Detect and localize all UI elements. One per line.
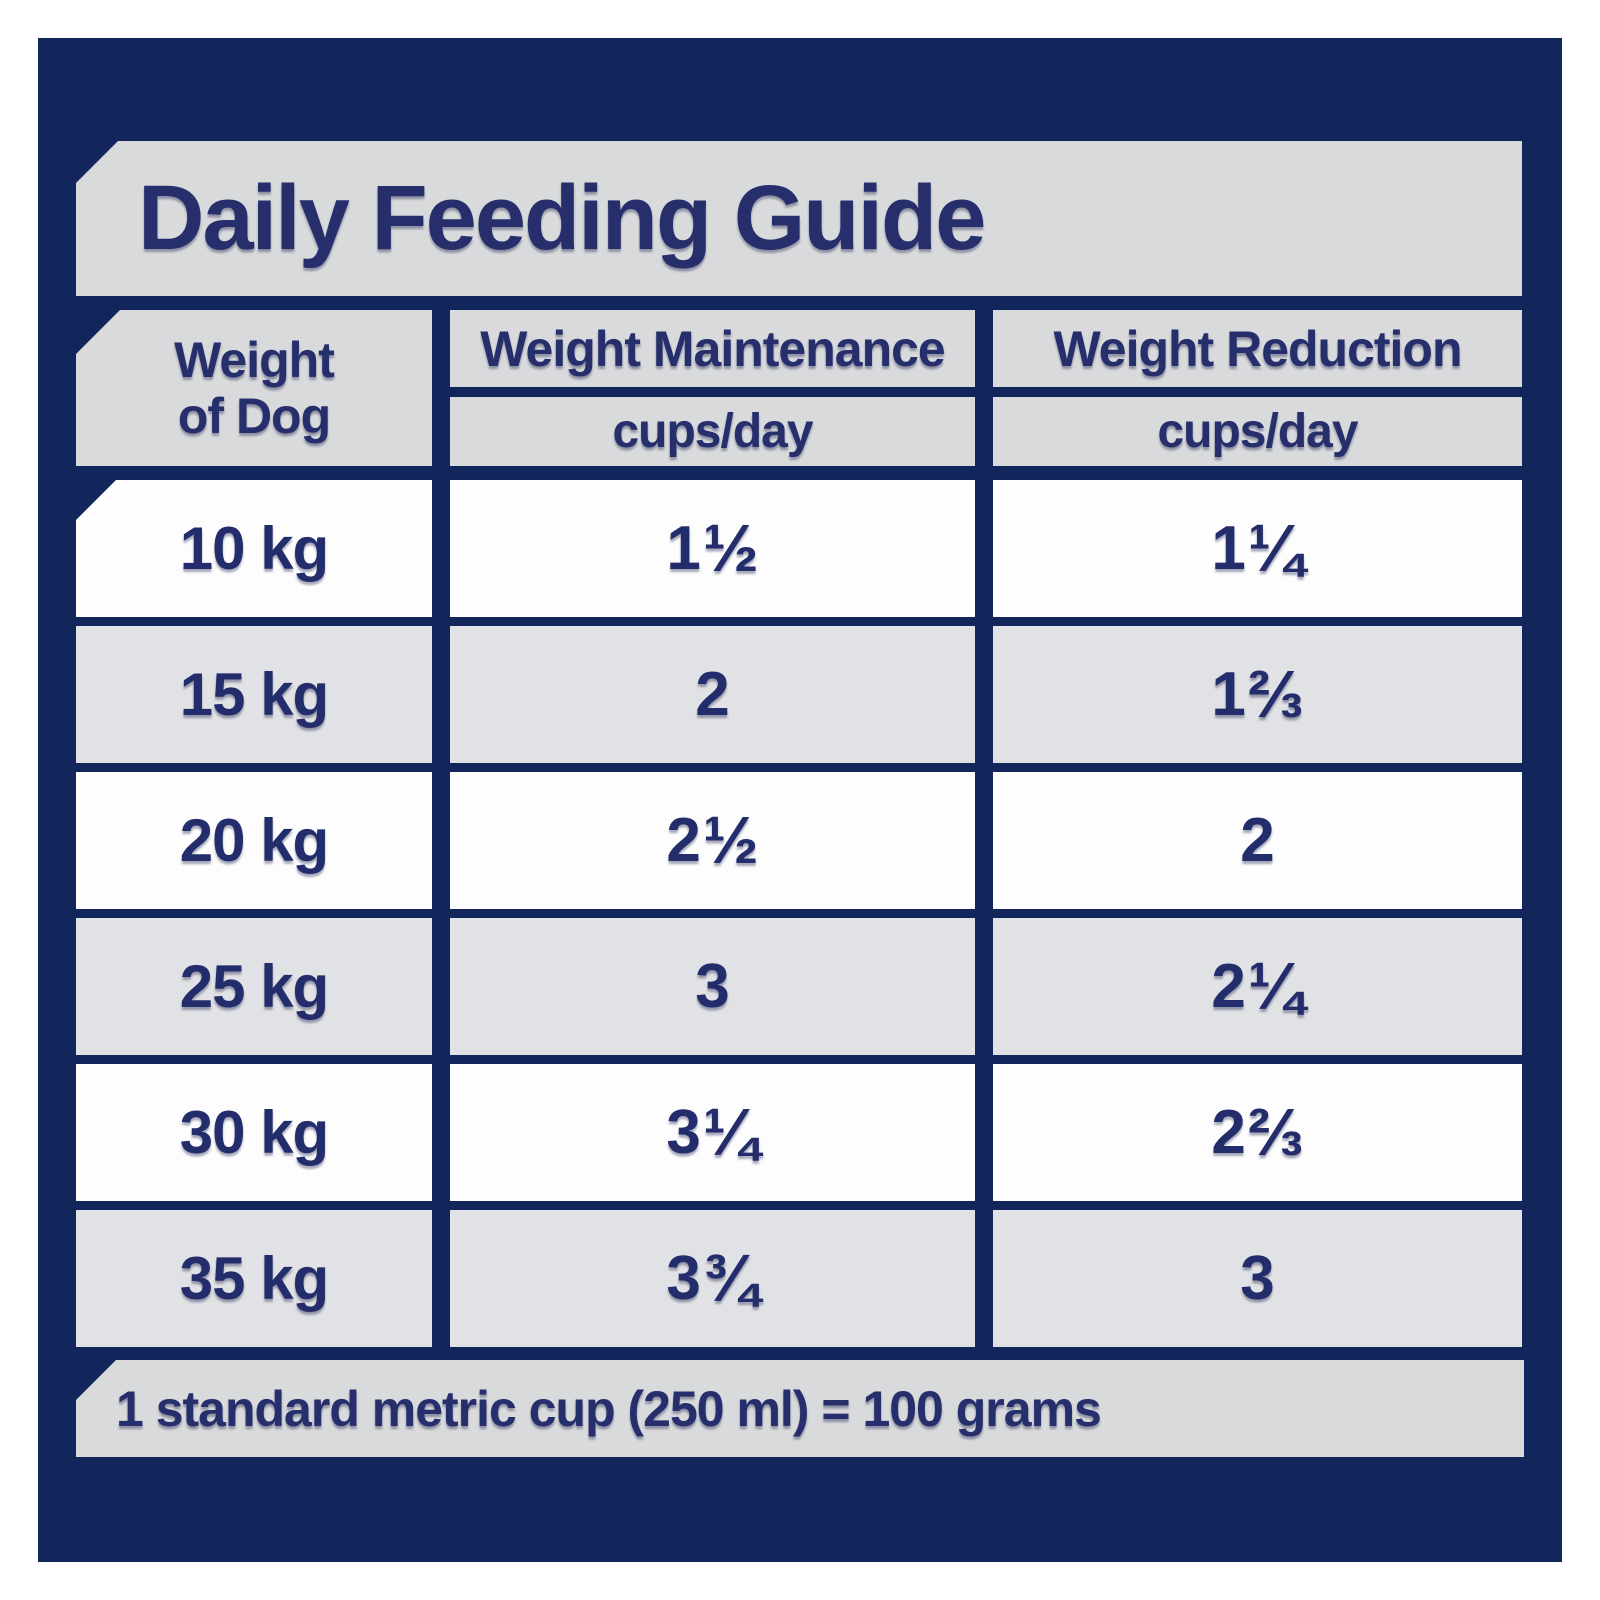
maintenance-cell: 3 ¼ <box>450 1064 975 1201</box>
page-title: Daily Feeding Guide <box>138 167 986 269</box>
maintenance-cell: 1 ½ <box>450 480 975 617</box>
header-weight-of-dog-line1: Weight <box>174 332 335 388</box>
header-divider <box>993 387 1522 397</box>
header-weight-maintenance-label: Weight Maintenance <box>480 320 945 377</box>
maintenance-cell: 2 <box>450 626 975 763</box>
feeding-table: Weight of Dog Weight Maintenance cups/da… <box>76 310 1522 1347</box>
table-header-row: Weight of Dog Weight Maintenance cups/da… <box>76 310 1522 466</box>
header-weight-of-dog-line2: of Dog <box>177 388 331 444</box>
weight-cell: 35 kg <box>76 1210 432 1347</box>
header-divider <box>450 387 975 397</box>
footer-note-banner: 1 standard metric cup (250 ml) = 100 gra… <box>76 1360 1524 1457</box>
header-reduction-unit: cups/day <box>1157 405 1358 458</box>
table-row: 15 kg 2 1 ⅔ <box>76 626 1522 763</box>
footer-note: 1 standard metric cup (250 ml) = 100 gra… <box>116 1380 1102 1437</box>
reduction-cell: 2 ⅔ <box>993 1064 1522 1201</box>
reduction-cell: 2 ¼ <box>993 918 1522 1055</box>
maintenance-cell: 2 ½ <box>450 772 975 909</box>
table-row: 25 kg 3 2 ¼ <box>76 918 1522 1055</box>
weight-cell: 10 kg <box>76 480 432 617</box>
maintenance-cell: 3 <box>450 918 975 1055</box>
reduction-cell: 2 <box>993 772 1522 909</box>
reduction-cell: 1 ⅔ <box>993 626 1522 763</box>
header-weight-maintenance: Weight Maintenance cups/day <box>450 310 975 466</box>
weight-cell: 15 kg <box>76 626 432 763</box>
title-banner: Daily Feeding Guide <box>76 141 1522 296</box>
reduction-cell: 3 <box>993 1210 1522 1347</box>
reduction-cell: 1 ¼ <box>993 480 1522 617</box>
maintenance-cell: 3 ¾ <box>450 1210 975 1347</box>
header-weight-reduction-label: Weight Reduction <box>1053 320 1462 377</box>
weight-cell: 30 kg <box>76 1064 432 1201</box>
weight-cell: 25 kg <box>76 918 432 1055</box>
header-maintenance-unit: cups/day <box>612 405 813 458</box>
header-weight-reduction: Weight Reduction cups/day <box>993 310 1522 466</box>
header-weight-of-dog: Weight of Dog <box>76 310 432 466</box>
feeding-guide-panel: Daily Feeding Guide Weight of Dog Weight… <box>38 38 1562 1562</box>
weight-cell: 20 kg <box>76 772 432 909</box>
